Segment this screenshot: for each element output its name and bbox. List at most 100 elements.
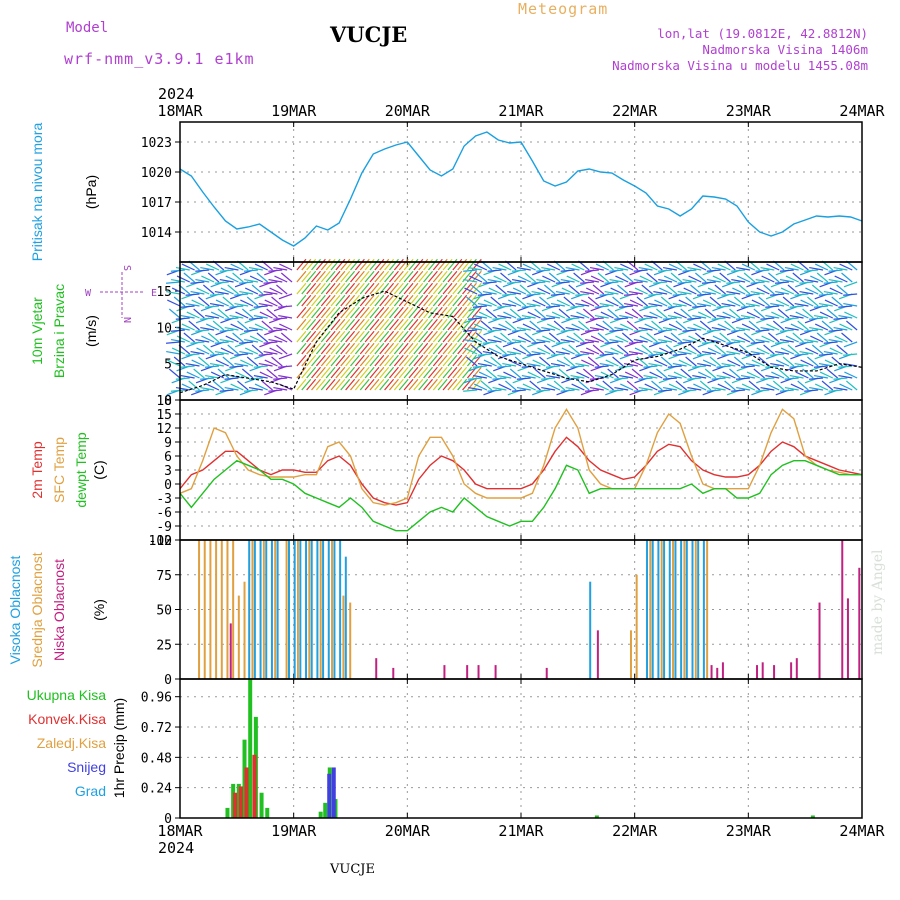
wind-arrow [804,269,819,272]
wind-arrow [678,299,692,307]
wind-arrow [800,359,814,367]
wind-arrow [427,354,438,367]
wind-arrow [389,354,399,367]
wind-arrow [797,380,809,391]
wind-arrow [437,318,448,331]
wind-arrow [809,386,824,391]
wind-arrow [628,350,643,355]
wind-arrow [770,353,785,356]
wind-arrow [821,320,834,331]
x-tick-label-top: 18MAR [157,102,203,120]
wind-arrow [823,341,838,344]
wind-arrow [539,296,551,307]
x-tick-label-top: 22MAR [612,102,658,120]
wind-arrow [220,347,234,355]
precip-legend-item: Ukupna Kisa [27,687,107,703]
wind-arrow [612,296,624,307]
wind-arrow [320,366,331,379]
y-tick-label: 50 [156,604,172,619]
wind-arrow [447,354,458,367]
wind-arrow [775,350,790,355]
wind-arrow [178,284,191,295]
wind-arrow [268,278,283,283]
wind-arrow [354,330,365,343]
wind-arrow [654,299,668,307]
wind-arrow [301,282,312,295]
y-tick-label: 0 [164,812,172,827]
wind-arrow [600,371,614,379]
wind-arrow [306,342,317,355]
wind-arrow [843,341,858,348]
bar-clouds [322,540,325,679]
wind-arrow [824,299,838,307]
wind-arrow [516,386,531,391]
wind-arrow [207,332,220,343]
wind-arrow [492,377,507,380]
wind-arrow [335,270,346,283]
y-tick-label: 15 [156,408,172,423]
wind-arrow [589,386,604,391]
wind-arrow [477,362,492,367]
wind-arrow [207,272,220,283]
wind-arrow [320,258,331,271]
wind-arrow [315,270,326,283]
wind-arrow [624,302,639,307]
wind-arrow [740,305,755,308]
wind-arrow [403,366,414,379]
wind-arrow [482,290,497,295]
wind-arrow [249,275,264,283]
wind-arrow [374,318,385,331]
wind-arrow [335,330,346,343]
wind-arrow [785,275,799,283]
wind-arrow [470,284,483,295]
wind-arrow [614,326,629,331]
wind-arrow [350,282,360,295]
wind-arrow [311,342,321,355]
wind-arrow [462,258,473,271]
wind-arrow [466,354,477,367]
wind-arrow [726,281,741,284]
wind-arrow [224,266,239,271]
bar-clouds [846,598,849,679]
wind-arrow [311,306,321,319]
wind-arrow [566,275,580,283]
wind-arrow [561,287,575,295]
wind-arrow [200,326,215,331]
wind-arrow [167,359,181,367]
wind-arrow [359,342,370,355]
wind-arrow [330,258,341,271]
y-tick-label: 6 [164,450,172,465]
wind-arrow [711,326,726,331]
wind-arrow [206,323,220,331]
wind-arrow [590,335,605,343]
wind-arrow [195,329,210,332]
bar-clouds [265,540,268,679]
wind-arrow [555,290,570,295]
wind-arrow [369,282,380,295]
wind-arrow [180,365,195,368]
wind-arrow [644,323,658,331]
wind-arrow [548,272,561,283]
wind-arrow [280,332,293,343]
wind-arrow [800,299,814,307]
wind-arrow [628,341,643,344]
y-tick-label: 0.24 [141,782,172,797]
wind-arrow [340,318,351,331]
wind-arrow [765,305,780,308]
wind-arrow [427,318,438,331]
wind-arrow [595,323,609,331]
wind-arrow [301,294,312,307]
wind-arrow [301,330,312,343]
wind-arrow [195,269,210,272]
bar-clouds [229,623,232,679]
wind-arrow [306,354,317,367]
wind-arrow [724,380,736,391]
wind-arrow [693,263,707,271]
wind-arrow [592,344,605,355]
wind-arrow [768,272,780,283]
wind-arrow [196,287,210,295]
wind-arrow [463,278,478,283]
wind-arrow [403,354,414,367]
wind-arrow [452,294,463,307]
bar-clouds [305,540,308,679]
